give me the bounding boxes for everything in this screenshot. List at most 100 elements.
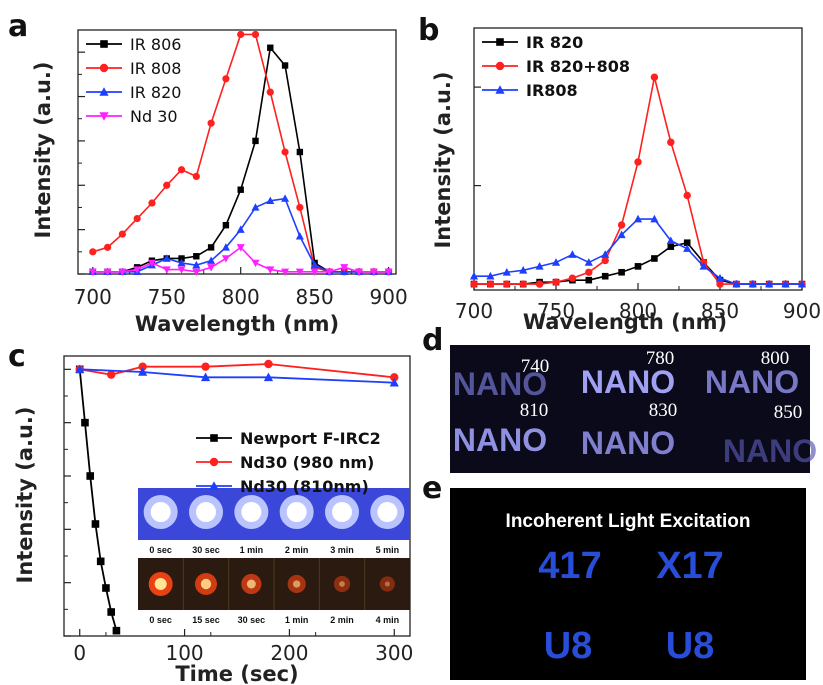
photo-d-background	[450, 345, 810, 473]
data-point	[266, 266, 275, 274]
inset-bottom-label: 4 min	[376, 615, 400, 625]
inset-top-spot	[241, 502, 262, 522]
data-point	[177, 266, 186, 274]
panel-label-c: c	[8, 339, 26, 374]
data-point	[651, 255, 658, 262]
inset-bottom-label: 2 min	[330, 615, 354, 625]
series-line-1	[79, 363, 395, 379]
inset-bottom-label: 15 sec	[192, 615, 220, 625]
data-point	[650, 214, 659, 223]
chart-a-ylabel: Intensity (a.u.)	[31, 61, 55, 238]
inset-bottom-label: 0 sec	[149, 615, 172, 625]
data-point	[634, 263, 642, 270]
data-point	[133, 214, 141, 223]
wavelength-label: 830	[649, 400, 678, 421]
inset-top-label: 2 min	[285, 545, 309, 555]
data-point	[748, 279, 757, 288]
chart-c-xlabel: Time (sec)	[175, 662, 298, 685]
data-point	[200, 372, 211, 382]
chart-a-xlabel: Wavelength (nm)	[135, 312, 339, 336]
data-point	[469, 271, 479, 280]
inset-bottom-spot	[200, 578, 212, 590]
photo-e-title: Incoherent Light Excitation	[506, 511, 751, 532]
photo-e: Incoherent Light Excitation 417 X17 U8 U8	[450, 488, 806, 680]
chart-b-xlabel: Wavelength (nm)	[523, 310, 727, 334]
data-point	[162, 254, 171, 262]
panel-label-b: b	[418, 13, 439, 48]
data-point	[201, 362, 210, 371]
data-point	[503, 280, 511, 288]
data-point	[118, 230, 126, 238]
data-point	[118, 268, 127, 276]
nano-word: NANO	[581, 425, 675, 461]
data-point	[267, 44, 274, 51]
chart-b-ylabel: Intensity (a.u.)	[431, 71, 455, 248]
wavelength-label: 850	[774, 402, 803, 423]
data-point	[667, 243, 675, 250]
legend-label: IR 820	[526, 33, 583, 52]
inset-top-spot	[196, 502, 216, 522]
inset-top-label: 0 sec	[149, 545, 172, 555]
data-point	[535, 280, 544, 288]
legend-marker	[495, 85, 505, 94]
data-point	[221, 255, 230, 263]
data-point	[667, 138, 675, 146]
legend-marker	[495, 61, 505, 71]
data-point	[568, 250, 577, 258]
data-point	[192, 172, 200, 180]
data-point	[486, 280, 495, 288]
data-point	[568, 274, 577, 282]
data-point	[585, 276, 593, 284]
inset-top-background	[138, 488, 410, 540]
chart-b-legend: IR 820 IR 820+808 IR808	[482, 33, 630, 100]
x-tick-label: 0	[73, 641, 86, 665]
data-point	[207, 119, 215, 127]
data-point	[281, 62, 289, 69]
data-point	[797, 279, 807, 288]
data-point	[310, 268, 319, 276]
data-point	[251, 259, 260, 268]
x-tick-label: 750	[148, 285, 186, 309]
legend-marker	[100, 40, 108, 48]
panel-label-d: d	[422, 323, 443, 358]
chart-b-series	[469, 73, 807, 288]
data-point	[112, 626, 121, 635]
data-point	[296, 148, 304, 156]
data-point	[222, 75, 230, 83]
data-point	[207, 244, 215, 251]
data-point	[340, 264, 349, 272]
x-tick-label: 800	[222, 285, 260, 309]
inset-top-label: 1 min	[240, 545, 264, 555]
data-point	[103, 243, 112, 251]
data-point	[617, 221, 626, 229]
data-point	[601, 272, 609, 280]
inset-top-spot	[150, 502, 171, 522]
x-tick-label: 850	[701, 299, 739, 323]
data-point	[148, 199, 156, 207]
legend-marker	[210, 434, 218, 442]
data-point	[502, 267, 511, 276]
data-point	[519, 280, 527, 288]
data-point	[281, 194, 290, 202]
data-point	[162, 266, 171, 274]
x-tick-label: 900	[783, 299, 821, 323]
inset-bottom-label: 1 min	[285, 615, 309, 625]
inset-bottom-label: 30 sec	[238, 615, 266, 625]
legend-marker	[99, 112, 109, 121]
data-point	[207, 256, 216, 264]
data-point	[86, 472, 95, 480]
chart-c-x-ticks: 0 100 200 300	[73, 629, 413, 665]
data-point	[355, 268, 364, 276]
glyph-text: X17	[656, 545, 724, 587]
data-point	[384, 268, 393, 276]
inset-bottom-glow	[379, 576, 395, 592]
legend-label: Newport F-IRC2	[240, 429, 381, 448]
data-point	[236, 244, 245, 252]
data-point	[89, 248, 97, 256]
series-line-0	[92, 45, 389, 273]
data-point	[552, 278, 560, 286]
legend-marker	[209, 481, 219, 490]
inset-bottom-spot	[292, 580, 301, 588]
data-point	[519, 266, 528, 274]
inset-bottom-spot	[154, 578, 167, 590]
